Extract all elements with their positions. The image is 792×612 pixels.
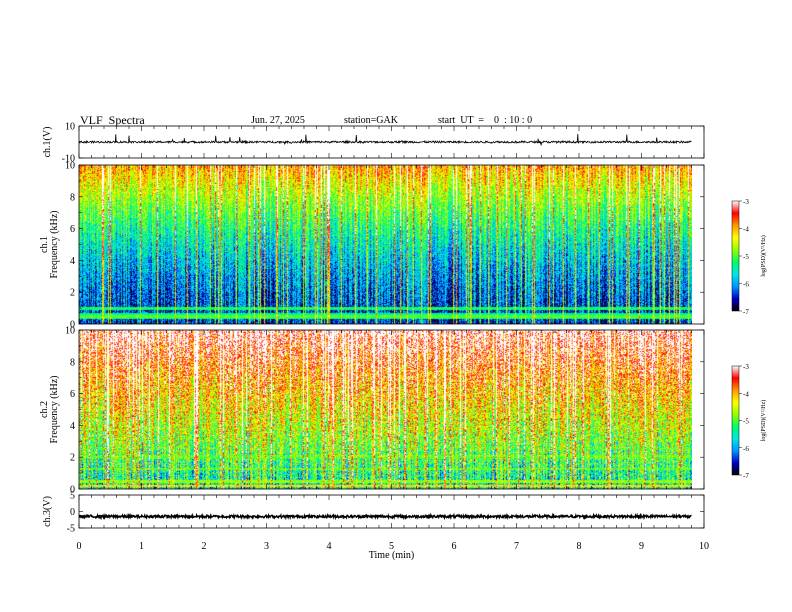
y-axis-label: ch.1 (39, 236, 50, 253)
x-tick-label: 8 (577, 541, 582, 552)
y-tick-label: 4 (70, 256, 75, 267)
y-tick-label: 2 (70, 453, 75, 464)
colorbar-tick-label: -3 (743, 363, 749, 371)
y-axis-label: Frequency (kHz) (49, 375, 60, 443)
x-tick-label: 6 (452, 541, 457, 552)
y-axis-label: ch.1(V) (42, 127, 53, 158)
colorbar-tick-label: -7 (743, 308, 749, 316)
colorbar-tick-label: -5 (743, 253, 749, 261)
y-tick-label: 4 (70, 421, 75, 432)
y-axis-label: ch.2 (39, 401, 50, 418)
colorbar-tick-label: -6 (743, 281, 749, 289)
y-tick-label: 0 (70, 507, 75, 518)
y-tick-label: 8 (70, 192, 75, 203)
x-tick-label: 4 (327, 541, 332, 552)
y-tick-label: 10 (65, 161, 75, 172)
x-tick-label: 1 (139, 541, 144, 552)
spectrogram-image-ch2 (79, 330, 692, 489)
colorbar-tick-label: -6 (743, 445, 749, 453)
x-tick-label: 9 (639, 541, 644, 552)
x-tick-label: 2 (202, 541, 207, 552)
colorbar-label: log(PSD)(V²/Hz) (760, 400, 767, 441)
y-tick-label: 6 (70, 224, 75, 235)
y-tick-label: 5 (70, 491, 75, 502)
y-axis-label: ch.3(V) (42, 496, 53, 527)
colorbar-tick-label: -5 (743, 418, 749, 426)
start-time-label: start UT = 0 : 10 : 0 (438, 115, 533, 126)
date-label: Jun. 27, 2025 (251, 115, 305, 126)
y-tick-label: -5 (67, 524, 75, 535)
x-tick-label: 7 (514, 541, 519, 552)
colorbar-tick-label: -4 (743, 226, 749, 234)
y-tick-label: 10 (65, 326, 75, 337)
colorbar-tick-label: -3 (743, 198, 749, 206)
y-tick-label: 6 (70, 389, 75, 400)
x-tick-label: 5 (389, 541, 394, 552)
x-tick-label: 3 (264, 541, 269, 552)
plot-title: VLF Spectra (80, 113, 145, 127)
x-tick-label: 0 (77, 541, 82, 552)
y-axis-label: Frequency (kHz) (49, 210, 60, 278)
colorbar-ch1 (731, 200, 740, 312)
ch3-waveform-line (78, 512, 692, 521)
x-axis-label: Time (min) (369, 550, 414, 561)
y-tick-label: 0 (70, 320, 75, 331)
station-label: station=GAK (344, 115, 398, 126)
y-tick-label: -10 (62, 154, 75, 165)
ch1-waveform-line (78, 133, 692, 146)
y-tick-label: 2 (70, 288, 75, 299)
colorbar-tick-label: -7 (743, 472, 749, 480)
y-tick-label: 0 (70, 485, 75, 496)
x-tick-label: 10 (699, 541, 709, 552)
colorbar-tick-label: -4 (743, 390, 749, 398)
y-tick-label: 8 (70, 357, 75, 368)
colorbar-ch2 (731, 365, 740, 476)
colorbar-label: log(PSD)(V²/Hz) (760, 235, 767, 276)
y-tick-label: 10 (65, 122, 75, 133)
spectrogram-image-ch1 (79, 165, 692, 324)
